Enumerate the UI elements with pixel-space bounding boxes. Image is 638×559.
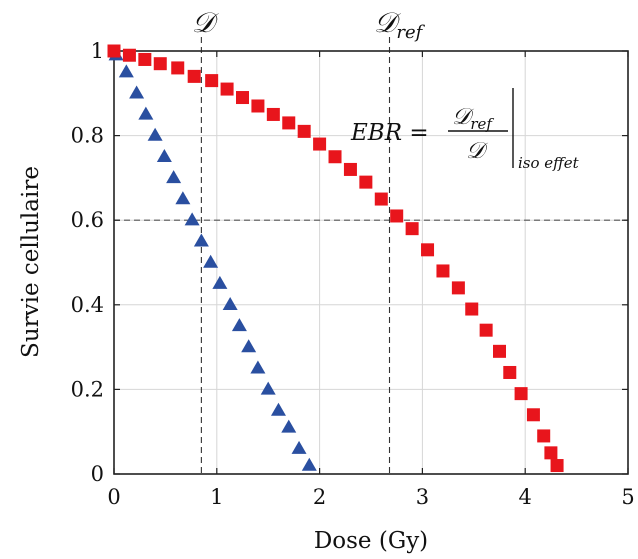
y-tick-label: 0.4 xyxy=(71,293,104,317)
triangle-point xyxy=(156,148,172,162)
square-point xyxy=(343,162,357,176)
square-point xyxy=(107,44,121,58)
x-axis-title: Dose (Gy) xyxy=(314,528,428,554)
reference-lines xyxy=(114,37,628,474)
grid xyxy=(114,51,628,474)
square-point xyxy=(138,52,152,66)
x-tick-label: 5 xyxy=(621,485,634,509)
x-tick-label: 2 xyxy=(313,485,326,509)
square-point xyxy=(153,57,167,71)
square-point xyxy=(503,365,517,379)
formula-lhs: EBR = xyxy=(350,120,429,146)
triangle-point xyxy=(175,191,191,205)
triangle-point xyxy=(147,127,163,141)
square-point xyxy=(479,323,493,337)
ebr-formula: EBR = 𝒟ref 𝒟 iso effet xyxy=(350,88,580,172)
triangle-point xyxy=(212,275,228,289)
y-tick-label: 0 xyxy=(91,462,104,486)
plot-frame xyxy=(113,50,629,475)
y-tick-label: 0.6 xyxy=(71,208,104,232)
square-point xyxy=(359,175,373,189)
square-point xyxy=(251,99,265,113)
square-point xyxy=(266,107,280,121)
triangle-point xyxy=(184,212,200,226)
formula-denominator: 𝒟 xyxy=(466,138,489,164)
square-point xyxy=(451,281,465,295)
square-point xyxy=(297,124,311,138)
triangle-point xyxy=(203,254,219,268)
square-point xyxy=(205,74,219,88)
triangle-point xyxy=(138,106,154,120)
square-point xyxy=(493,344,506,358)
y-tick-label: 0.8 xyxy=(71,124,104,148)
triangle-point xyxy=(222,297,238,310)
triangle-point xyxy=(166,170,182,184)
triangle-point xyxy=(193,233,209,247)
y-axis-title: Survie cellulaire xyxy=(18,166,44,358)
square-point xyxy=(514,387,528,401)
triangle-point xyxy=(270,402,286,416)
square-point xyxy=(465,302,479,316)
square-point xyxy=(187,69,201,83)
triangle-point xyxy=(260,381,276,395)
square-point xyxy=(544,446,558,460)
square-point xyxy=(537,429,551,443)
triangle-point xyxy=(291,440,307,454)
triangle-point xyxy=(250,360,266,374)
square-point xyxy=(236,91,249,105)
square-point xyxy=(421,243,435,257)
square-point xyxy=(171,61,185,75)
square-point xyxy=(313,137,327,151)
triangle-point xyxy=(118,64,134,78)
triangle-point xyxy=(301,457,317,471)
square-point xyxy=(436,264,450,278)
x-tick-label: 1 xyxy=(210,485,223,509)
formula-num-main: 𝒟 xyxy=(452,104,475,130)
triangle-point xyxy=(241,339,257,353)
triangle-point xyxy=(281,419,297,433)
x-tick-label: 0 xyxy=(107,485,120,509)
square-point xyxy=(550,459,564,473)
triangle-point xyxy=(231,318,247,332)
square-point xyxy=(122,48,136,62)
label-d: 𝒟 xyxy=(192,6,219,39)
y-tick-label: 1 xyxy=(91,39,104,63)
formula-num-sub: ref xyxy=(470,115,494,133)
square-point xyxy=(405,222,419,236)
label-dref: 𝒟ref xyxy=(374,6,426,43)
x-tick-label: 3 xyxy=(416,485,429,509)
formula-numerator: 𝒟ref xyxy=(452,104,494,133)
square-point xyxy=(374,192,388,206)
formula-subscript: iso effet xyxy=(518,154,580,172)
square-point xyxy=(220,82,234,96)
data-markers xyxy=(107,44,564,473)
triangle-point xyxy=(129,85,145,99)
y-tick-label: 0.2 xyxy=(71,377,104,401)
square-series xyxy=(107,44,564,473)
square-point xyxy=(328,150,342,164)
label-dref-sub: ref xyxy=(396,22,425,43)
square-point xyxy=(390,209,404,223)
axis-ticks: 0 1 2 3 4 5 0 0.2 0.4 0.6 0.8 1 xyxy=(71,39,635,509)
triangle-series xyxy=(108,47,317,471)
x-tick-label: 4 xyxy=(519,485,532,509)
square-point xyxy=(282,116,296,130)
square-point xyxy=(526,408,540,422)
